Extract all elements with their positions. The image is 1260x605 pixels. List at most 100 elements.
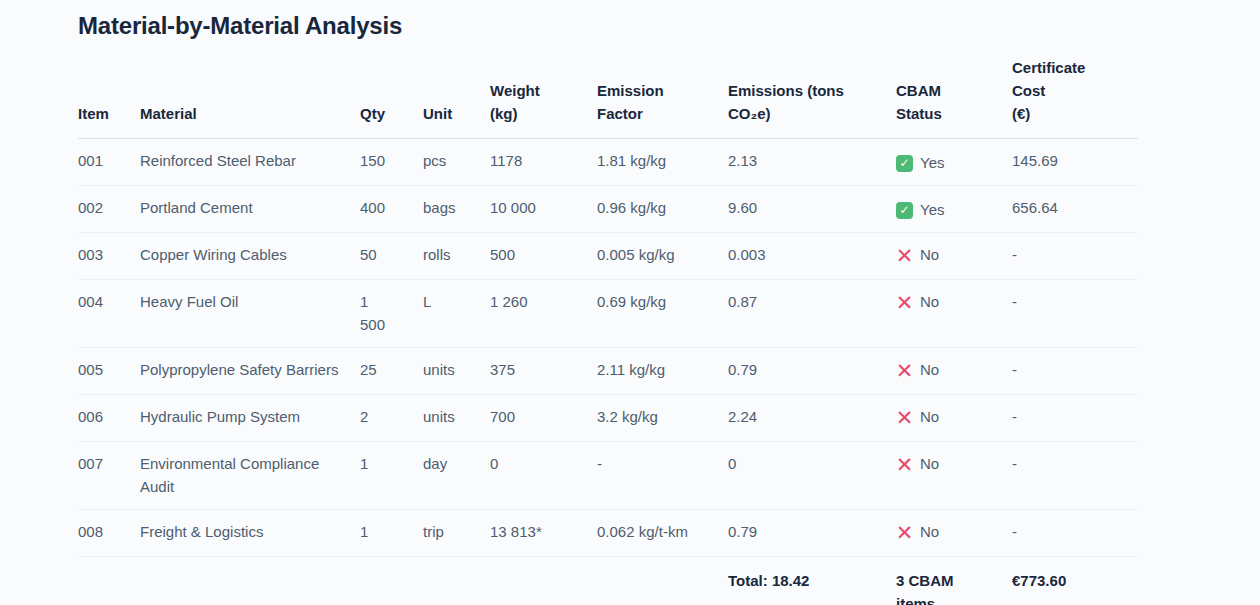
- emissions-cell: 0.87: [728, 280, 896, 348]
- cost-cell: -: [1012, 280, 1138, 348]
- qty-cell: 25: [360, 348, 423, 395]
- header-emissions: Emissions (tonsCO₂e): [728, 56, 896, 139]
- emissions-cell: 0.79: [728, 510, 896, 557]
- emission-factor-cell: 1.81 kg/kg: [597, 139, 728, 186]
- table-footer-row: Total: 18.42 3 CBAM items €773.60: [78, 557, 1138, 605]
- header-qty: Qty: [360, 56, 423, 139]
- qty-cell: 1 500: [360, 280, 423, 348]
- weight-cell: 10 000: [490, 186, 597, 233]
- cbam-status-cell: No: [896, 510, 1012, 557]
- emission-factor-cell: 0.69 kg/kg: [597, 280, 728, 348]
- emissions-cell: 9.60: [728, 186, 896, 233]
- cost-cell: 656.64: [1012, 186, 1138, 233]
- emissions-cell: 0: [728, 442, 896, 510]
- table-row: 004 Heavy Fuel Oil 1 500 L 1 260 0.69 kg…: [78, 280, 1138, 348]
- table-row: 002 Portland Cement 400 bags 10 000 0.96…: [78, 186, 1138, 233]
- unit-cell: pcs: [423, 139, 490, 186]
- item-cell: 006: [78, 395, 140, 442]
- emission-factor-cell: 2.11 kg/kg: [597, 348, 728, 395]
- qty-cell: 1: [360, 442, 423, 510]
- table-row: 008 Freight & Logistics 1 trip 13 813* 0…: [78, 510, 1138, 557]
- cbam-status-cell: No: [896, 348, 1012, 395]
- qty-cell: 2: [360, 395, 423, 442]
- cbam-status-cell: No: [896, 395, 1012, 442]
- material-cell: Hydraulic Pump System: [140, 395, 360, 442]
- table-header-row: Item Material Qty Unit Weight(kg) Emissi…: [78, 56, 1138, 139]
- qty-cell: 150: [360, 139, 423, 186]
- material-analysis-table: Item Material Qty Unit Weight(kg) Emissi…: [78, 56, 1138, 605]
- check-icon: [896, 202, 913, 219]
- item-cell: 007: [78, 442, 140, 510]
- cbam-status-cell: No: [896, 280, 1012, 348]
- item-cell: 003: [78, 233, 140, 280]
- cost-cell: -: [1012, 233, 1138, 280]
- emission-factor-cell: 0.005 kg/kg: [597, 233, 728, 280]
- emissions-cell: 0.003: [728, 233, 896, 280]
- cross-icon: [896, 294, 913, 311]
- material-cell: Portland Cement: [140, 186, 360, 233]
- weight-cell: 700: [490, 395, 597, 442]
- material-cell: Freight & Logistics: [140, 510, 360, 557]
- item-cell: 004: [78, 280, 140, 348]
- item-cell: 008: [78, 510, 140, 557]
- weight-cell: 13 813*: [490, 510, 597, 557]
- header-unit: Unit: [423, 56, 490, 139]
- cost-cell: -: [1012, 510, 1138, 557]
- weight-cell: 1 260: [490, 280, 597, 348]
- emissions-cell: 0.79: [728, 348, 896, 395]
- cbam-status-label: No: [920, 405, 939, 428]
- cost-cell: -: [1012, 395, 1138, 442]
- cost-cell: -: [1012, 348, 1138, 395]
- unit-cell: units: [423, 395, 490, 442]
- material-cell: Polypropylene Safety Barriers: [140, 348, 360, 395]
- unit-cell: L: [423, 280, 490, 348]
- emission-factor-cell: 3.2 kg/kg: [597, 395, 728, 442]
- cbam-status-cell: No: [896, 442, 1012, 510]
- item-cell: 001: [78, 139, 140, 186]
- emissions-cell: 2.13: [728, 139, 896, 186]
- cbam-items-summary: 3 CBAM items: [896, 557, 1012, 605]
- qty-cell: 1: [360, 510, 423, 557]
- unit-cell: trip: [423, 510, 490, 557]
- header-emission-factor: EmissionFactor: [597, 56, 728, 139]
- cross-icon: [896, 524, 913, 541]
- emissions-cell: 2.24: [728, 395, 896, 442]
- emission-factor-cell: 0.96 kg/kg: [597, 186, 728, 233]
- emission-factor-cell: 0.062 kg/t-km: [597, 510, 728, 557]
- header-weight: Weight(kg): [490, 56, 597, 139]
- unit-cell: units: [423, 348, 490, 395]
- qty-cell: 400: [360, 186, 423, 233]
- unit-cell: day: [423, 442, 490, 510]
- cbam-status-label: No: [920, 520, 939, 543]
- weight-cell: 0: [490, 442, 597, 510]
- cbam-status-cell: No: [896, 233, 1012, 280]
- table-row: 001 Reinforced Steel Rebar 150 pcs 1178 …: [78, 139, 1138, 186]
- material-cell: Environmental Compliance Audit: [140, 442, 360, 510]
- material-cell: Heavy Fuel Oil: [140, 280, 360, 348]
- cbam-status-label: No: [920, 358, 939, 381]
- cbam-status-label: No: [920, 290, 939, 313]
- page-container: Material-by-Material Analysis Item Mater…: [0, 0, 1138, 605]
- table-row: 003 Copper Wiring Cables 50 rolls 500 0.…: [78, 233, 1138, 280]
- check-icon: [896, 155, 913, 172]
- cross-icon: [896, 247, 913, 264]
- cross-icon: [896, 456, 913, 473]
- weight-cell: 1178: [490, 139, 597, 186]
- material-cell: Copper Wiring Cables: [140, 233, 360, 280]
- item-cell: 002: [78, 186, 140, 233]
- cross-icon: [896, 409, 913, 426]
- material-cell: Reinforced Steel Rebar: [140, 139, 360, 186]
- header-certificate-cost: Certificate Cost(€): [1012, 56, 1138, 139]
- header-material: Material: [140, 56, 360, 139]
- emission-factor-cell: -: [597, 442, 728, 510]
- total-emissions: Total: 18.42: [728, 557, 896, 605]
- cost-cell: -: [1012, 442, 1138, 510]
- weight-cell: 500: [490, 233, 597, 280]
- cbam-status-cell: Yes: [896, 186, 1012, 233]
- cbam-status-label: No: [920, 452, 939, 475]
- page-title: Material-by-Material Analysis: [78, 12, 1138, 40]
- weight-cell: 375: [490, 348, 597, 395]
- header-cbam-status: CBAMStatus: [896, 56, 1012, 139]
- unit-cell: rolls: [423, 233, 490, 280]
- cost-cell: 145.69: [1012, 139, 1138, 186]
